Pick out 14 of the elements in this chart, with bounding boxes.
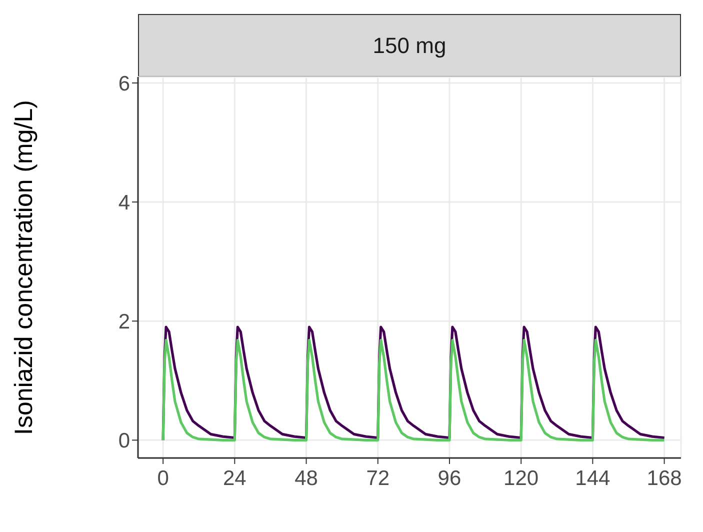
x-tick-label: 96: [438, 466, 462, 490]
x-tick-label: 0: [157, 466, 169, 490]
x-tick-label: 144: [575, 466, 611, 490]
x-tick-label: 168: [646, 466, 682, 490]
x-tick-label: 48: [294, 466, 318, 490]
chart-title: 150 mg: [138, 14, 681, 77]
y-tick-label: 4: [118, 191, 130, 214]
x-tick-label: 72: [366, 466, 390, 490]
y-axis-title: Isoniazid concentration (mg/L): [10, 100, 38, 435]
y-tick-label: 6: [118, 72, 130, 96]
y-tick-label: 0: [118, 430, 130, 453]
y-tick-label: 2: [118, 310, 130, 334]
x-tick-label: 24: [222, 466, 247, 490]
x-tick-label: 120: [504, 466, 539, 490]
